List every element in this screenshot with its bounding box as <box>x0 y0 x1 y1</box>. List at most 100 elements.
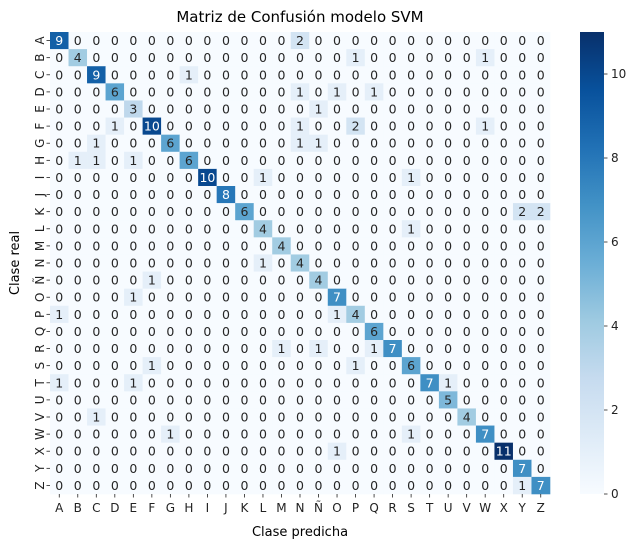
cell-value-label: 0 <box>481 67 489 82</box>
heatmap-cell <box>290 237 310 255</box>
heatmap-cell <box>531 288 551 307</box>
heatmap-cell <box>124 134 143 153</box>
heatmap-cell <box>309 271 329 289</box>
heatmap-cell <box>327 151 347 170</box>
heatmap-cell <box>420 374 440 392</box>
heatmap-cell <box>161 220 180 238</box>
cell-value-label: 0 <box>129 204 137 219</box>
cell-value-label: 1 <box>296 136 304 151</box>
heatmap-cell <box>124 203 143 221</box>
heatmap-cell <box>142 151 162 170</box>
heatmap-cell <box>309 305 329 324</box>
cell-value-label: 0 <box>240 478 248 493</box>
y-tick-label: B <box>33 54 47 62</box>
cell-value-label: 0 <box>55 84 63 99</box>
cell-value-label: 0 <box>463 102 471 117</box>
heatmap-cell <box>457 168 477 187</box>
cell-value-label: 0 <box>352 84 360 99</box>
heatmap-cell <box>68 459 88 478</box>
heatmap-cell <box>309 168 329 187</box>
cell-value-label: 0 <box>444 170 452 185</box>
heatmap-cell <box>105 288 125 307</box>
x-tick-label: G <box>166 501 175 515</box>
heatmap-cell <box>235 83 255 101</box>
cell-value-label: 0 <box>518 427 526 442</box>
heatmap-cell <box>216 220 236 238</box>
heatmap-cell <box>438 237 458 255</box>
heatmap-cell <box>105 168 125 187</box>
cell-value-label: 0 <box>537 410 545 425</box>
heatmap-cell <box>383 340 403 358</box>
heatmap-cell <box>272 305 292 324</box>
heatmap-cell <box>142 459 162 478</box>
heatmap-cell <box>346 425 366 443</box>
heatmap-cell <box>383 83 403 101</box>
cell-value-label: 0 <box>185 461 193 476</box>
cell-value-label: 0 <box>370 50 378 65</box>
heatmap-cell <box>235 117 255 135</box>
heatmap-cell <box>401 408 421 426</box>
cell-value-label: 0 <box>481 324 489 339</box>
cell-value-label: 0 <box>444 238 452 253</box>
heatmap-cell <box>494 254 514 272</box>
cell-value-label: 4 <box>74 50 82 65</box>
cell-value-label: 0 <box>518 221 526 236</box>
cell-value-label: 0 <box>166 461 174 476</box>
cell-value-label: 0 <box>166 392 174 407</box>
heatmap-cell <box>253 408 273 426</box>
heatmap-cell <box>272 151 292 170</box>
cell-value-label: 0 <box>444 256 452 271</box>
heatmap-cell <box>438 271 458 289</box>
cell-value-label: 0 <box>148 290 156 305</box>
cell-value-label: 0 <box>500 375 508 390</box>
cell-value-label: 0 <box>92 50 100 65</box>
heatmap-cell <box>179 237 199 255</box>
cell-value-label: 4 <box>315 273 323 288</box>
heatmap-cell <box>235 49 255 67</box>
cell-value-label: 0 <box>111 307 119 322</box>
cell-value-label: 0 <box>518 153 526 168</box>
heatmap-cell <box>50 391 69 409</box>
heatmap-cell <box>401 357 421 375</box>
cell-value-label: 1 <box>185 67 193 82</box>
cell-value-label: 0 <box>185 256 193 271</box>
heatmap-cell <box>161 459 180 478</box>
cell-value-label: 0 <box>222 33 230 48</box>
cell-value-label: 0 <box>74 341 82 356</box>
cell-value-label: 0 <box>240 341 248 356</box>
cell-value-label: 0 <box>463 324 471 339</box>
cell-value-label: 0 <box>537 307 545 322</box>
cell-value-label: 0 <box>222 221 230 236</box>
cell-value-label: 0 <box>537 427 545 442</box>
heatmap-cell <box>475 459 495 478</box>
heatmap-cell <box>68 32 88 50</box>
cell-value-label: 1 <box>370 84 378 99</box>
heatmap-cell <box>401 322 421 341</box>
cell-value-label: 0 <box>259 358 267 373</box>
cell-value-label: 0 <box>333 50 341 65</box>
cell-value-label: 0 <box>240 410 248 425</box>
cell-value-label: 0 <box>333 273 341 288</box>
heatmap-cell <box>142 476 162 495</box>
cell-value-label: 0 <box>315 392 323 407</box>
heatmap-cell <box>494 66 514 84</box>
cell-value-label: 0 <box>185 119 193 134</box>
heatmap-cell <box>142 66 162 84</box>
cell-value-label: 0 <box>444 136 452 151</box>
heatmap-cell <box>161 374 180 392</box>
heatmap-cell <box>494 408 514 426</box>
cell-value-label: 0 <box>481 221 489 236</box>
heatmap-cell <box>161 408 180 426</box>
cell-value-label: 0 <box>74 358 82 373</box>
heatmap-cell <box>142 49 162 67</box>
cell-value-label: 0 <box>352 153 360 168</box>
heatmap-cell <box>383 391 403 409</box>
cell-value-label: 0 <box>407 204 415 219</box>
cell-value-label: 0 <box>129 341 137 356</box>
heatmap-cell <box>290 391 310 409</box>
cell-value-label: 0 <box>352 102 360 117</box>
heatmap-cell <box>198 203 217 221</box>
cell-value-label: 0 <box>222 444 230 459</box>
heatmap-cell <box>142 425 162 443</box>
